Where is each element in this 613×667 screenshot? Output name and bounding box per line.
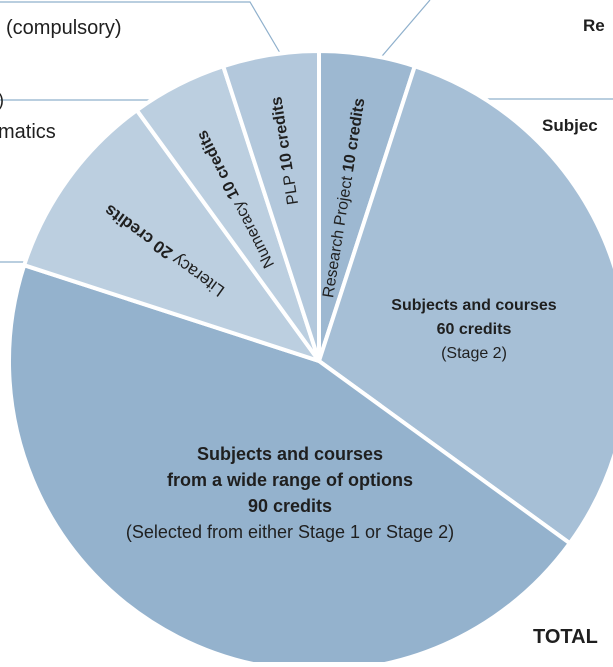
slice-label-subjects-and-courses-from-a-wide-range-of-options: Subjects and courses from a wide range of…: [126, 444, 454, 542]
slice-name-plp: PLP: [280, 169, 302, 206]
slice-label-subjects-and-courses: Subjects and courses 60 credits (Stage 2): [391, 297, 556, 362]
cropped-edge-text: (compulsory) Re Subjec ) matics TOTAL: [0, 16, 605, 648]
slice-note-subjects-and-courses-from-a-wide-range-of-options: (Selected from either Stage 1 or Stage 2…: [126, 522, 454, 542]
leader-line-2: [376, 0, 431, 63]
slice-value-subjects-and-courses: 60 credits: [437, 321, 512, 338]
slice-name-subjects-and-courses: Subjects and courses: [391, 297, 556, 314]
pie-slice-subjects-and-courses: [317, 64, 613, 546]
research-header-fragment: Re: [583, 16, 605, 35]
leader-line-4: [0, 99, 162, 109]
total-fragment: TOTAL: [533, 626, 598, 648]
pie-slices: [7, 49, 613, 667]
mathematics-fragment: matics: [0, 121, 56, 143]
pie-slice-literacy: [22, 108, 321, 363]
pie-slice-plp: [221, 49, 321, 363]
slice-note-subjects-and-courses: (Stage 2): [441, 345, 507, 362]
slice-value-subjects-and-courses-from-a-wide-range-of-options: 90 credits: [248, 496, 332, 516]
paren-fragment: ): [0, 90, 4, 110]
compulsory-text: (compulsory): [6, 17, 122, 39]
leader-line-1: [0, 1, 284, 59]
pie-slice-subjects-and-courses-from-a-wide-range-of-options: [7, 263, 572, 667]
subjects-header-fragment: Subjec: [542, 116, 598, 135]
slice-name-line-2: from a wide range of options: [167, 470, 413, 490]
slice-name-line-1: Subjects and courses: [197, 444, 383, 464]
